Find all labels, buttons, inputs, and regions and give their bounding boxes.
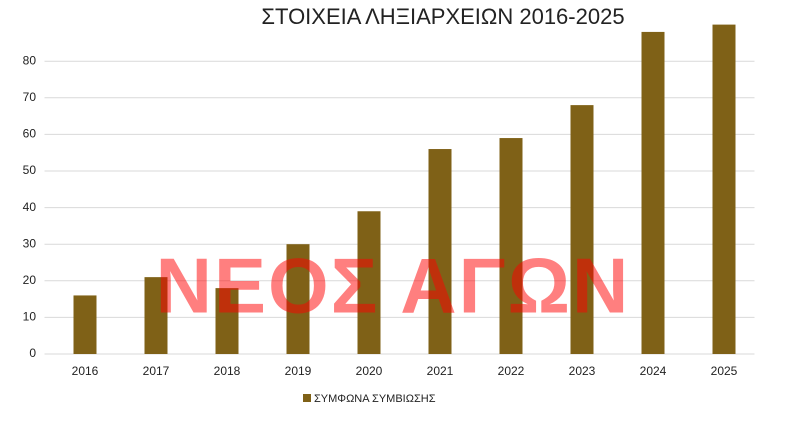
bar <box>570 105 594 355</box>
bar <box>428 149 452 354</box>
x-tick-label: 2023 <box>569 364 596 378</box>
x-tick-label: 2021 <box>427 364 454 378</box>
bar <box>215 288 239 354</box>
legend-label: ΣΥΜΦΩΝΑ ΣΥΜΒΙΩΣΗΣ <box>314 393 436 405</box>
x-tick-label: 2016 <box>72 364 99 378</box>
bar <box>712 24 736 354</box>
x-tick-label: 2019 <box>285 364 312 378</box>
y-tick-label: 50 <box>23 163 37 177</box>
y-tick-label: 0 <box>29 346 36 360</box>
bar <box>286 244 310 354</box>
watermark: ΝΕΟΣ ΑΓΩΝ <box>156 242 631 330</box>
x-tick-label: 2025 <box>711 364 738 378</box>
x-tick-label: 2022 <box>498 364 525 378</box>
bar <box>357 211 381 354</box>
chart-title: ΣΤΟΙΧΕΙΑ ΛΗΞΙΑΡΧΕΙΩΝ 2016-2025 <box>261 4 624 29</box>
y-tick-label: 40 <box>23 200 37 214</box>
x-tick-label: 2024 <box>640 364 667 378</box>
y-tick-label: 70 <box>23 90 37 104</box>
bar <box>641 31 665 354</box>
bar <box>73 295 97 354</box>
bar <box>499 138 523 354</box>
x-tick-label: 2020 <box>356 364 383 378</box>
y-tick-label: 10 <box>23 310 37 324</box>
x-tick-label: 2017 <box>143 364 170 378</box>
x-tick-label: 2018 <box>214 364 241 378</box>
bar <box>144 277 168 354</box>
y-tick-label: 60 <box>23 127 37 141</box>
y-tick-label: 80 <box>23 53 37 67</box>
y-tick-label: 20 <box>23 273 37 287</box>
y-tick-label: 30 <box>23 236 37 250</box>
legend-swatch <box>303 394 311 402</box>
